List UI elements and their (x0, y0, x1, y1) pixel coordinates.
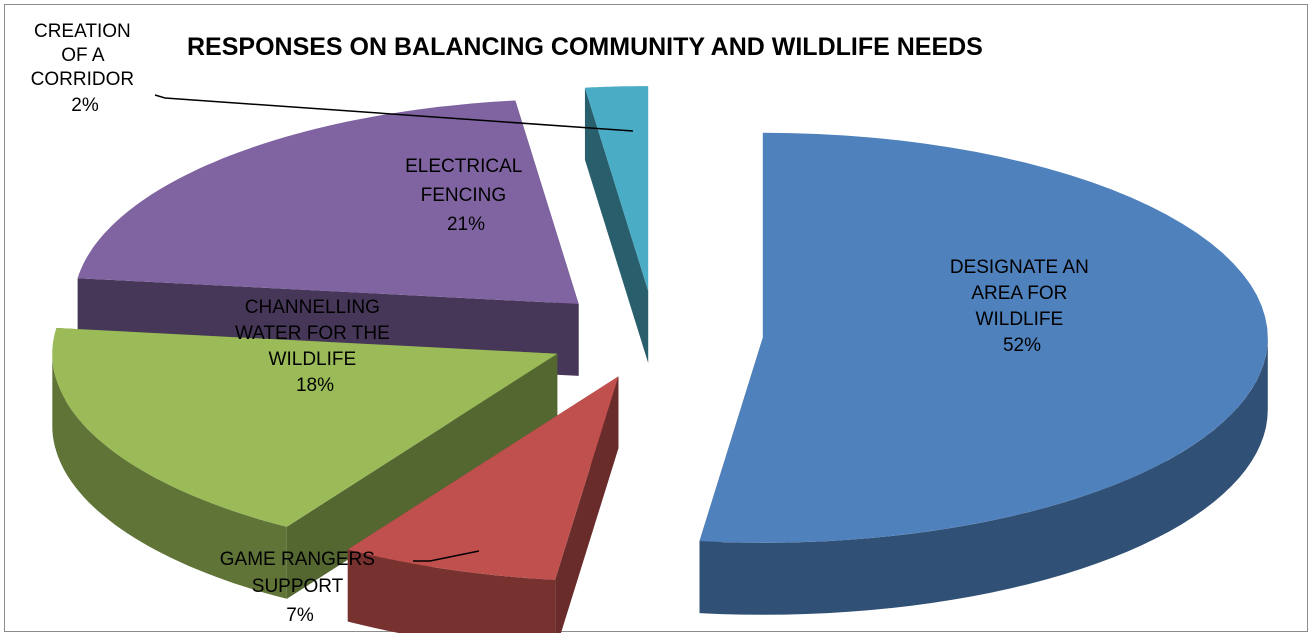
slice-label-designate: DESIGNATE AN AREA FOR WILDLIFE 52% (950, 257, 1094, 356)
label-line: 7% (286, 605, 314, 626)
slice-channelling (52, 328, 558, 599)
chart-frame: RESPONSES ON BALANCING COMMUNITY AND WIL… (4, 4, 1308, 633)
slice-corridor (584, 86, 649, 364)
slice-label-corridor: CREATION OF A CORRIDOR 2% (31, 21, 140, 116)
pie-slices (52, 86, 1268, 633)
slice-top-face (699, 132, 1268, 543)
label-line: 21% (447, 214, 485, 235)
label-line: AREA FOR (971, 283, 1067, 304)
label-line: DESIGNATE AN (950, 257, 1089, 278)
label-line: OF A (61, 45, 105, 66)
slice-label-channelling: CHANNELLING WATER FOR THE WILDLIFE 18% (235, 297, 395, 396)
leader-line-corridor (154, 94, 634, 132)
slice-outer-wall (52, 353, 287, 599)
label-line: ELECTRICAL (405, 156, 522, 177)
label-line: 18% (296, 375, 334, 396)
label-line: SUPPORT (252, 576, 344, 597)
slice-label-game-rangers: GAME RANGERS SUPPORT 7% (220, 549, 380, 626)
leader-line-game-rangers (413, 550, 480, 562)
label-line: 52% (1003, 335, 1041, 356)
slice-top-face (52, 328, 558, 527)
pie-chart: RESPONSES ON BALANCING COMMUNITY AND WIL… (31, 21, 1268, 633)
slice-top-face (584, 86, 649, 292)
label-line: CREATION (34, 21, 131, 42)
slice-designate (699, 132, 1268, 615)
slice-top-face (347, 376, 619, 580)
label-line: 2% (71, 95, 99, 116)
label-line: WILDLIFE (269, 349, 357, 370)
slice-top-face (77, 100, 579, 304)
label-line: CORRIDOR (31, 69, 134, 90)
label-line: CHANNELLING (245, 297, 380, 318)
label-line: FENCING (421, 185, 507, 206)
slice-label-electrical: ELECTRICAL FENCING 21% (405, 156, 527, 235)
slice-side-wall (584, 87, 649, 364)
slice-outer-wall (699, 337, 1268, 615)
label-line: WATER FOR THE (235, 323, 390, 344)
slice-game-rangers (347, 376, 619, 633)
slice-outer-wall (347, 549, 556, 633)
chart-title: RESPONSES ON BALANCING COMMUNITY AND WIL… (187, 33, 983, 61)
label-line: WILDLIFE (976, 309, 1064, 330)
label-line: GAME RANGERS (220, 549, 375, 570)
